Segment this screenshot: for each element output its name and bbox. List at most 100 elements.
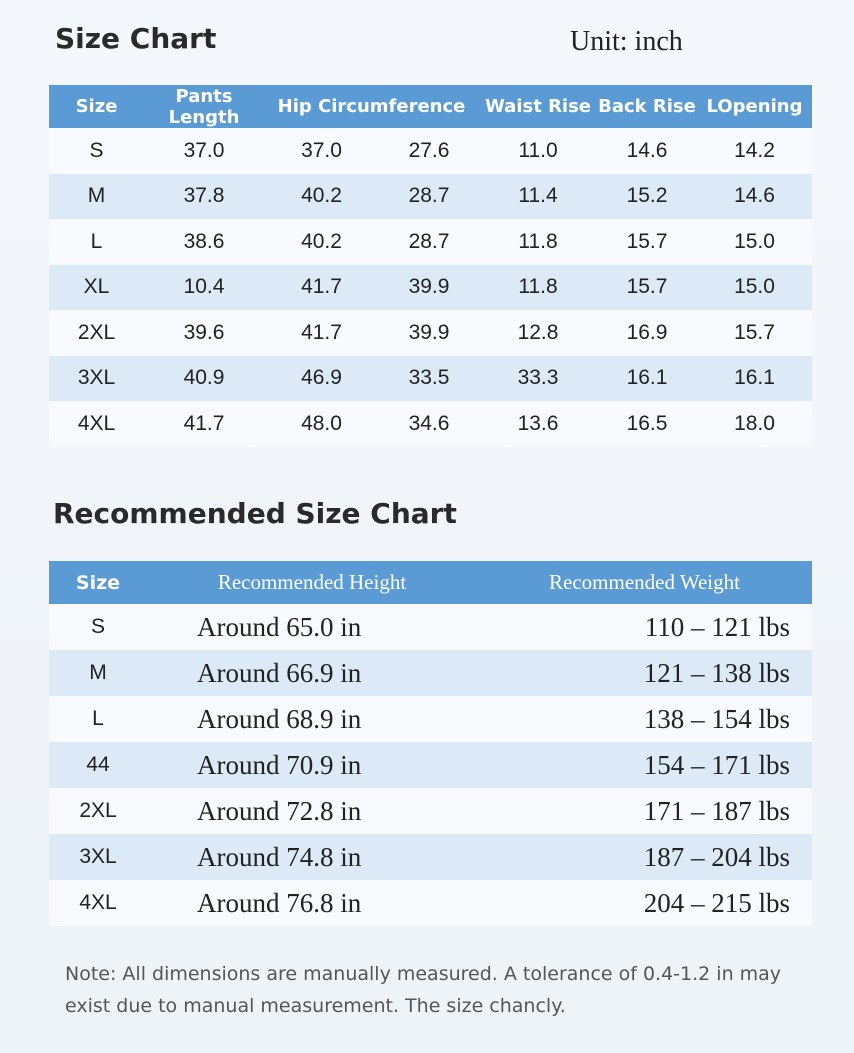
header-hip-circumference: Hip Circumference xyxy=(264,85,479,128)
table-row: L Around 68.9 in 138 – 154 lbs xyxy=(49,696,812,742)
height-cell: Around 76.8 in xyxy=(147,880,477,926)
header-size: Size xyxy=(49,85,144,128)
unit-label: Unit: inch xyxy=(570,26,683,57)
table-row: M 37.8 40.2 28.7 11.4 15.2 14.6 xyxy=(49,173,812,219)
recommended-chart-title: Recommended Size Chart xyxy=(53,497,457,530)
hip-cell-2: 27.6 xyxy=(379,128,479,174)
table-row: M Around 66.9 in 121 – 138 lbs xyxy=(49,650,812,696)
hip-cell: 40.2 xyxy=(264,219,379,265)
size-cell: 4XL xyxy=(49,880,147,926)
hip-cell-2: 39.9 xyxy=(379,310,479,356)
weight-cell: 121 – 138 lbs xyxy=(477,650,812,696)
size-cell: M xyxy=(49,650,147,696)
pants-length-cell: 38.6 xyxy=(144,219,264,265)
table-row: L 38.6 40.2 28.7 11.8 15.7 15.0 xyxy=(49,219,812,265)
size-cell: S xyxy=(49,604,147,650)
back-rise-cell: 15.7 xyxy=(597,264,697,310)
height-cell: Around 74.8 in xyxy=(147,834,477,880)
weight-cell: 204 – 215 lbs xyxy=(477,880,812,926)
size-cell: XL xyxy=(49,264,144,310)
pants-length-cell: 39.6 xyxy=(144,310,264,356)
height-cell: Around 72.8 in xyxy=(147,788,477,834)
leg-opening-cell: 14.6 xyxy=(697,173,812,219)
hip-cell-2: 34.6 xyxy=(379,401,479,447)
waist-rise-cell: 13.6 xyxy=(479,401,597,447)
leg-opening-cell: 15.0 xyxy=(697,264,812,310)
table-row: S 37.0 37.0 27.6 11.0 14.6 14.2 xyxy=(49,128,812,174)
hip-cell-2: 28.7 xyxy=(379,219,479,265)
size-cell: 2XL xyxy=(49,310,144,356)
leg-opening-cell: 16.1 xyxy=(697,355,812,401)
height-cell: Around 66.9 in xyxy=(147,650,477,696)
leg-opening-cell: 18.0 xyxy=(697,401,812,447)
hip-cell: 48.0 xyxy=(264,401,379,447)
height-cell: Around 70.9 in xyxy=(147,742,477,788)
size-cell: 3XL xyxy=(49,834,147,880)
header-recommended-weight: Recommended Weight xyxy=(477,561,812,604)
waist-rise-cell: 11.4 xyxy=(479,173,597,219)
back-rise-cell: 16.5 xyxy=(597,401,697,447)
size-cell: 3XL xyxy=(49,355,144,401)
size-cell: L xyxy=(49,696,147,742)
header-leg-opening: LOpening xyxy=(697,85,812,128)
leg-opening-cell: 15.7 xyxy=(697,310,812,356)
size-chart-title: Size Chart xyxy=(55,22,217,55)
pants-length-cell: 10.4 xyxy=(144,264,264,310)
size-chart-table: Size Pants Length Hip Circumference Wais… xyxy=(49,85,812,447)
size-cell: L xyxy=(49,219,144,265)
size-cell: S xyxy=(49,128,144,174)
weight-cell: 110 – 121 lbs xyxy=(477,604,812,650)
leg-opening-cell: 14.2 xyxy=(697,128,812,174)
leg-opening-cell: 15.0 xyxy=(697,219,812,265)
back-rise-cell: 16.1 xyxy=(597,355,697,401)
hip-cell: 46.9 xyxy=(264,355,379,401)
table-row: 2XL 39.6 41.7 39.9 12.8 16.9 15.7 xyxy=(49,310,812,356)
table-row: 3XL Around 74.8 in 187 – 204 lbs xyxy=(49,834,812,880)
recommended-header-row: Size Recommended Height Recommended Weig… xyxy=(49,561,812,604)
header-size: Size xyxy=(49,561,147,604)
waist-rise-cell: 11.8 xyxy=(479,264,597,310)
table-row: 2XL Around 72.8 in 171 – 187 lbs xyxy=(49,788,812,834)
recommended-chart-table: Size Recommended Height Recommended Weig… xyxy=(49,561,812,926)
size-cell: 44 xyxy=(49,742,147,788)
header-pants-length: Pants Length xyxy=(144,85,264,128)
size-cell: M xyxy=(49,173,144,219)
height-cell: Around 68.9 in xyxy=(147,696,477,742)
pants-length-cell: 37.0 xyxy=(144,128,264,174)
hip-cell: 41.7 xyxy=(264,310,379,356)
pants-length-cell: 37.8 xyxy=(144,173,264,219)
table-row: S Around 65.0 in 110 – 121 lbs xyxy=(49,604,812,650)
height-cell: Around 65.0 in xyxy=(147,604,477,650)
weight-cell: 171 – 187 lbs xyxy=(477,788,812,834)
hip-cell-2: 39.9 xyxy=(379,264,479,310)
waist-rise-cell: 33.3 xyxy=(479,355,597,401)
size-cell: 4XL xyxy=(49,401,144,447)
table-row: 4XL 41.7 48.0 34.6 13.6 16.5 18.0 xyxy=(49,401,812,447)
pants-length-cell: 41.7 xyxy=(144,401,264,447)
waist-rise-cell: 11.0 xyxy=(479,128,597,174)
hip-cell: 40.2 xyxy=(264,173,379,219)
weight-cell: 138 – 154 lbs xyxy=(477,696,812,742)
hip-cell-2: 33.5 xyxy=(379,355,479,401)
size-chart-header-row: Size Pants Length Hip Circumference Wais… xyxy=(49,85,812,128)
size-cell: 2XL xyxy=(49,788,147,834)
table-row: 4XL Around 76.8 in 204 – 215 lbs xyxy=(49,880,812,926)
waist-rise-cell: 11.8 xyxy=(479,219,597,265)
table-row: 3XL 40.9 46.9 33.5 33.3 16.1 16.1 xyxy=(49,355,812,401)
footnote: Note: All dimensions are manually measur… xyxy=(65,963,782,1017)
weight-cell: 154 – 171 lbs xyxy=(477,742,812,788)
header-waist-rise: Waist Rise xyxy=(479,85,597,128)
hip-cell: 41.7 xyxy=(264,264,379,310)
back-rise-cell: 14.6 xyxy=(597,128,697,174)
weight-cell: 187 – 204 lbs xyxy=(477,834,812,880)
hip-cell-2: 28.7 xyxy=(379,173,479,219)
table-row: XL 10.4 41.7 39.9 11.8 15.7 15.0 xyxy=(49,264,812,310)
back-rise-cell: 15.2 xyxy=(597,173,697,219)
back-rise-cell: 15.7 xyxy=(597,219,697,265)
back-rise-cell: 16.9 xyxy=(597,310,697,356)
hip-cell: 37.0 xyxy=(264,128,379,174)
header-recommended-height: Recommended Height xyxy=(147,561,477,604)
header-back-rise: Back Rise xyxy=(597,85,697,128)
table-row: 44 Around 70.9 in 154 – 171 lbs xyxy=(49,742,812,788)
